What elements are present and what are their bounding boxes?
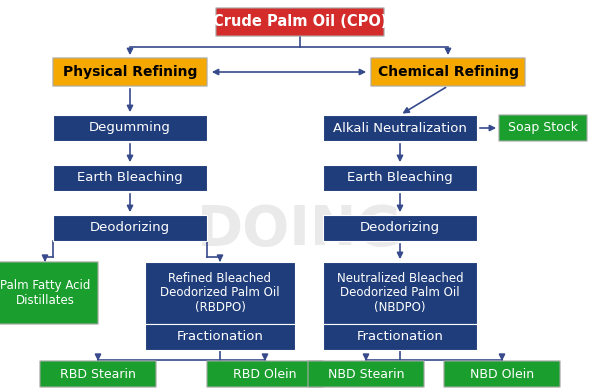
Text: RBD Olein: RBD Olein <box>233 367 297 381</box>
FancyBboxPatch shape <box>40 361 156 387</box>
FancyBboxPatch shape <box>0 262 98 324</box>
Text: Neutralized Bleached
Deodorized Palm Oil
(NBDPO): Neutralized Bleached Deodorized Palm Oil… <box>337 271 463 314</box>
Text: Earth Bleaching: Earth Bleaching <box>347 172 453 184</box>
FancyBboxPatch shape <box>145 324 295 350</box>
Text: Earth Bleaching: Earth Bleaching <box>77 172 183 184</box>
Text: Chemical Refining: Chemical Refining <box>377 65 518 79</box>
Text: NBD Olein: NBD Olein <box>470 367 534 381</box>
FancyBboxPatch shape <box>323 215 477 241</box>
FancyBboxPatch shape <box>207 361 323 387</box>
FancyBboxPatch shape <box>323 115 477 141</box>
Text: Degumming: Degumming <box>89 122 171 135</box>
Text: Fractionation: Fractionation <box>356 330 443 344</box>
Text: Palm Fatty Acid
Distillates: Palm Fatty Acid Distillates <box>0 279 90 307</box>
FancyBboxPatch shape <box>371 58 525 86</box>
Text: Alkali Neutralization: Alkali Neutralization <box>333 122 467 135</box>
FancyBboxPatch shape <box>145 262 295 324</box>
Text: RBD Stearin: RBD Stearin <box>60 367 136 381</box>
Text: Physical Refining: Physical Refining <box>63 65 197 79</box>
FancyBboxPatch shape <box>308 361 424 387</box>
Text: Soap Stock: Soap Stock <box>508 122 578 135</box>
Text: NBD Stearin: NBD Stearin <box>328 367 404 381</box>
Text: Deodorizing: Deodorizing <box>90 222 170 234</box>
FancyBboxPatch shape <box>323 165 477 191</box>
Text: Refined Bleached
Deodorized Palm Oil
(RBDPO): Refined Bleached Deodorized Palm Oil (RB… <box>160 271 280 314</box>
FancyBboxPatch shape <box>53 165 207 191</box>
Text: Fractionation: Fractionation <box>176 330 263 344</box>
FancyBboxPatch shape <box>323 262 477 324</box>
FancyBboxPatch shape <box>53 215 207 241</box>
FancyBboxPatch shape <box>444 361 560 387</box>
FancyBboxPatch shape <box>499 115 587 141</box>
Text: DOING: DOING <box>197 203 403 257</box>
FancyBboxPatch shape <box>53 115 207 141</box>
FancyBboxPatch shape <box>53 58 207 86</box>
Text: Crude Palm Oil (CPO): Crude Palm Oil (CPO) <box>213 14 387 30</box>
Text: Deodorizing: Deodorizing <box>360 222 440 234</box>
FancyBboxPatch shape <box>323 324 477 350</box>
FancyBboxPatch shape <box>216 8 384 36</box>
